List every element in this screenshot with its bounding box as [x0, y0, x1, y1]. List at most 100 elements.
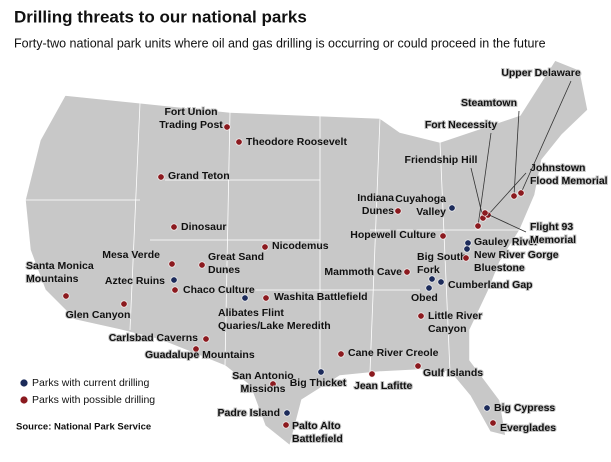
park-marker — [425, 284, 433, 292]
park-label: Missions — [241, 383, 286, 395]
park-marker — [462, 254, 470, 262]
park-marker — [170, 276, 178, 284]
legend-label: Parks with possible drilling — [32, 394, 155, 406]
title: Drilling threats to our national parks — [14, 7, 307, 26]
legend-label: Parks with current drilling — [32, 377, 149, 389]
park-label: Mammoth Cave — [324, 266, 402, 278]
park-label: Glen Canyon — [66, 309, 131, 321]
park-label: Valley — [416, 206, 446, 218]
park-marker — [437, 278, 445, 286]
park-label: Nicodemus — [272, 240, 329, 252]
park-label: Cumberland Gap — [448, 279, 533, 291]
park-marker — [403, 268, 411, 276]
park-label: Obed — [411, 292, 438, 304]
park-label: Battlefield — [292, 433, 343, 445]
park-marker — [261, 243, 269, 251]
park-marker — [489, 419, 497, 427]
park-label: Dinosaur — [181, 221, 227, 233]
source: Source: National Park Service — [16, 422, 151, 433]
park-label: Padre Island — [218, 407, 280, 419]
park-marker — [202, 335, 210, 343]
park-label: Mesa Verde — [102, 249, 160, 261]
park-marker — [481, 209, 489, 217]
park-label: Little River — [428, 310, 482, 322]
park-marker — [448, 204, 456, 212]
park-label: Great Sand — [208, 251, 264, 263]
park-marker — [474, 222, 482, 230]
park-marker — [241, 294, 249, 302]
park-label: Santa Monica — [26, 260, 94, 272]
park-marker — [62, 292, 70, 300]
park-marker — [120, 300, 128, 308]
park-label: Palto Alto — [292, 420, 341, 432]
park-label: Fork — [417, 264, 440, 276]
park-label: Flight 93 — [530, 221, 573, 233]
park-label: Mountains — [26, 273, 79, 285]
park-marker — [171, 286, 179, 294]
park-marker — [283, 409, 291, 417]
park-label: Washita Battlefield — [274, 291, 368, 303]
park-label: Cuyahoga — [395, 193, 446, 205]
leader-line — [477, 132, 492, 227]
park-label: Gulf Islands — [423, 367, 483, 379]
park-marker — [368, 370, 376, 378]
park-marker — [517, 189, 525, 197]
leader-line — [470, 167, 484, 219]
park-marker — [198, 261, 206, 269]
legend-box — [14, 368, 170, 414]
park-marker — [317, 368, 325, 376]
park-label: Guadalupe Mountains — [145, 349, 255, 361]
park-marker — [282, 421, 290, 429]
park-label: Big Thicket — [290, 377, 347, 389]
park-marker — [223, 123, 231, 131]
park-marker — [168, 260, 176, 268]
us-map — [24, 59, 589, 448]
park-label: Fort Union — [164, 106, 217, 118]
park-label: Upper Delaware — [501, 67, 581, 79]
leader-line — [484, 212, 527, 233]
park-label: Quaries/Lake Meredith — [218, 320, 331, 332]
park-marker — [428, 275, 436, 283]
leader-line — [520, 80, 572, 194]
park-label: Chaco Culture — [183, 284, 255, 296]
park-marker — [510, 192, 518, 200]
park-label: New River Gorge — [474, 249, 559, 261]
park-label: Steamtown — [461, 97, 517, 109]
park-label: Carlsbad Caverns — [109, 332, 198, 344]
park-label: Johnstown — [530, 162, 585, 174]
park-marker — [417, 312, 425, 320]
park-label: Everglades — [500, 422, 556, 434]
subtitle: Forty-two national park units where oil … — [14, 36, 546, 50]
park-label: Big South — [417, 251, 467, 263]
park-label: San Antonio — [232, 370, 293, 382]
park-label: Dunes — [362, 205, 394, 217]
park-marker — [269, 380, 277, 388]
park-label: Cane River Creole — [348, 347, 439, 359]
park-label: Big Cypress — [494, 402, 555, 414]
leader-line — [513, 110, 520, 197]
park-label: Aztec Ruins — [105, 275, 165, 287]
park-marker — [170, 223, 178, 231]
leader-line — [487, 172, 527, 216]
park-label: Memorial — [530, 234, 576, 246]
park-marker — [192, 345, 200, 353]
park-marker — [464, 239, 472, 247]
park-label: Dunes — [208, 264, 240, 276]
park-label: Gauley River — [474, 236, 538, 248]
park-marker — [394, 207, 402, 215]
park-label: Fort Necessity — [425, 119, 498, 131]
park-marker — [235, 138, 243, 146]
park-marker — [262, 294, 270, 302]
park-label: Theodore Roosevelt — [246, 136, 347, 148]
park-label: Bluestone — [474, 262, 525, 274]
park-marker — [157, 173, 165, 181]
legend-marker — [20, 379, 28, 387]
state-borders — [25, 102, 520, 375]
park-label: Hopewell Culture — [350, 229, 436, 241]
park-label: Trading Post — [159, 119, 223, 131]
park-marker — [439, 232, 447, 240]
legend-marker — [20, 396, 28, 404]
park-label: Grand Teton — [168, 170, 230, 182]
park-marker — [414, 362, 422, 370]
